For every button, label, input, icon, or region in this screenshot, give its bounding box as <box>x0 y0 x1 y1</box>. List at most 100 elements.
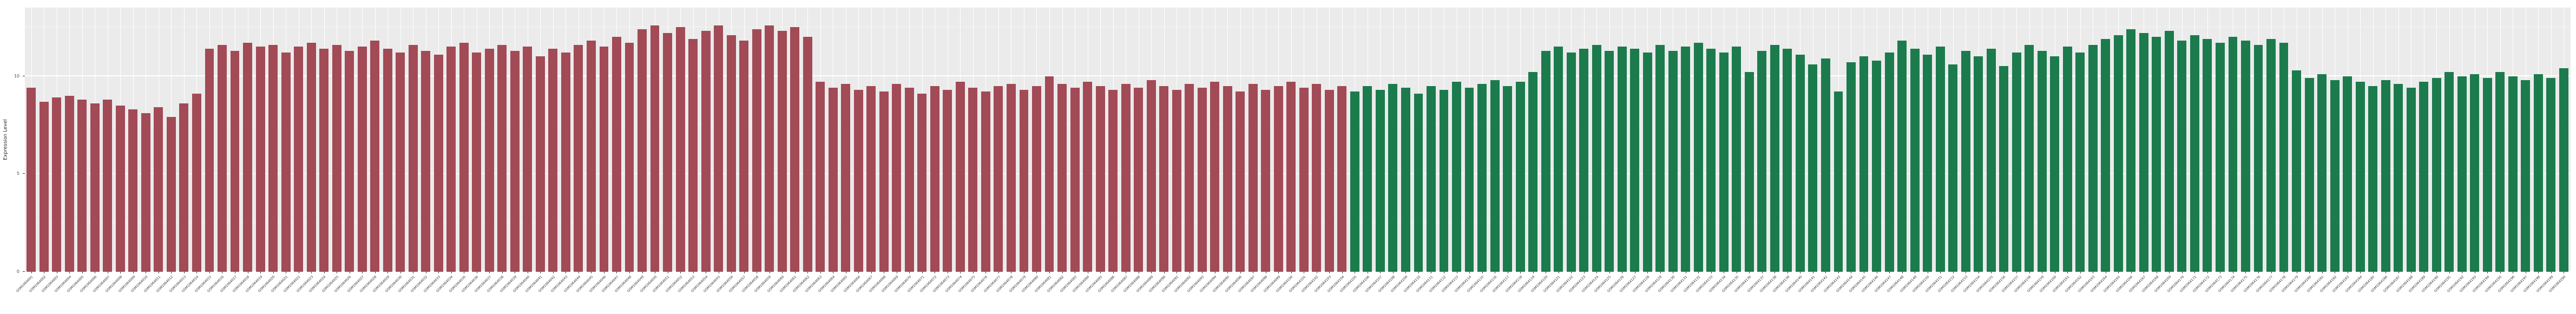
x-tick: GSM1064134 <box>1708 272 1731 313</box>
x-tick: GSM1064120 <box>1530 272 1552 313</box>
x-tick: GSM1064170 <box>2166 272 2189 313</box>
bar-slot <box>140 8 153 272</box>
bar-slot <box>1208 8 1221 272</box>
bar <box>828 88 838 272</box>
bar <box>1783 48 1792 272</box>
x-tick: GSM1064013 <box>168 272 190 313</box>
bars-row <box>25 8 2571 272</box>
bar-slot <box>2163 8 2176 272</box>
x-tick: GSM1064116 <box>1480 272 1501 313</box>
x-tick: GSM1064186 <box>2370 272 2392 313</box>
bar <box>943 89 952 272</box>
x-tick: GSM1064070 <box>894 272 916 313</box>
bar-slot <box>1959 8 1972 272</box>
bar <box>1363 86 1372 272</box>
bar-slot <box>1667 8 1680 272</box>
x-axis-labels: GSM1064001 GSM1064002 GSM1064003 GSM1064004… <box>16 272 2571 313</box>
bar <box>1490 80 1500 272</box>
bar-slot <box>165 8 178 272</box>
bar <box>2279 43 2289 272</box>
bar <box>1770 44 1779 272</box>
bar <box>1719 53 1729 272</box>
bar <box>1401 88 1410 272</box>
bar <box>1884 53 1894 272</box>
x-tick: GSM1064058 <box>741 272 763 313</box>
bar-slot <box>279 8 292 272</box>
x-tick: GSM1064015 <box>194 272 216 313</box>
bar <box>2546 78 2556 272</box>
bar-slot <box>1272 8 1285 272</box>
bar-slot <box>1514 8 1527 272</box>
bar-slot <box>1590 8 1603 272</box>
x-tick: GSM1064090 <box>1148 272 1171 313</box>
bar-slot <box>2226 8 2239 272</box>
x-tick: GSM1064091 <box>1161 272 1183 313</box>
bar-slot <box>1654 8 1667 272</box>
bar-slot <box>458 8 471 272</box>
y-tick-label: 5 <box>16 171 19 176</box>
bar <box>1706 48 1716 272</box>
x-tick: GSM1064185 <box>2357 272 2380 313</box>
bar <box>1273 86 1283 272</box>
bar <box>510 50 520 272</box>
bar-slot <box>1361 8 1374 272</box>
x-tick: GSM1064138 <box>1759 272 1782 313</box>
bar <box>230 50 240 272</box>
bar <box>1427 86 1436 272</box>
x-tick: GSM1064024 <box>308 272 331 313</box>
x-tick: GSM1064124 <box>1581 272 1603 313</box>
x-tick: GSM1064113 <box>1441 272 1463 313</box>
bar <box>1337 86 1347 272</box>
bar-slot <box>1679 8 1692 272</box>
x-tick: GSM1064042 <box>537 272 560 313</box>
bar <box>332 44 341 272</box>
x-tick: GSM1064075 <box>957 272 980 313</box>
bar-slot <box>1081 8 1094 272</box>
bar <box>650 25 660 272</box>
x-tick: GSM1064153 <box>1950 272 1972 313</box>
bar <box>2050 56 2060 272</box>
bar <box>599 47 609 272</box>
x-tick: GSM1064049 <box>627 272 649 313</box>
bar <box>433 54 443 272</box>
bar-slot <box>50 8 63 272</box>
bar <box>2368 86 2378 272</box>
bar-slot <box>2112 8 2125 272</box>
bar-slot <box>674 8 687 272</box>
bar <box>2253 44 2263 272</box>
x-tick: GSM1064060 <box>767 272 788 313</box>
bar <box>904 88 914 272</box>
bar <box>726 35 736 272</box>
bar-slot <box>432 8 445 272</box>
x-tick: GSM1064176 <box>2243 272 2265 313</box>
bar-slot <box>2494 8 2507 272</box>
x-tick: GSM1064160 <box>2039 272 2061 313</box>
bar-slot <box>2392 8 2405 272</box>
x-tick: GSM1064093 <box>1187 272 1208 313</box>
x-tick: GSM1064147 <box>1874 272 1896 313</box>
x-tick: GSM1064115 <box>1467 272 1489 313</box>
x-tick: GSM1064017 <box>219 272 241 313</box>
bar <box>1210 82 1220 272</box>
x-tick: GSM1064152 <box>1937 272 1960 313</box>
bar <box>1974 56 1983 272</box>
bar <box>917 94 927 272</box>
x-tick: GSM1064100 <box>1276 272 1298 313</box>
x-tick: GSM1064009 <box>117 272 140 313</box>
bar-slot <box>178 8 190 272</box>
bar-slot <box>1615 8 1628 272</box>
bar-slot <box>483 8 496 272</box>
bar-slot <box>2379 8 2392 272</box>
bar <box>1795 54 1805 272</box>
x-tick: GSM1064158 <box>2014 272 2036 313</box>
x-tick: GSM1064141 <box>1797 272 1819 313</box>
bar <box>586 41 596 272</box>
x-tick: GSM1064099 <box>1263 272 1285 313</box>
bar-slot <box>63 8 76 272</box>
x-tick: GSM1064087 <box>1110 272 1132 313</box>
bar-slot <box>1527 8 1540 272</box>
bar-slot <box>394 8 407 272</box>
bar-slot <box>814 8 827 272</box>
x-tick: GSM1064198 <box>2523 272 2545 313</box>
bar <box>294 47 304 272</box>
